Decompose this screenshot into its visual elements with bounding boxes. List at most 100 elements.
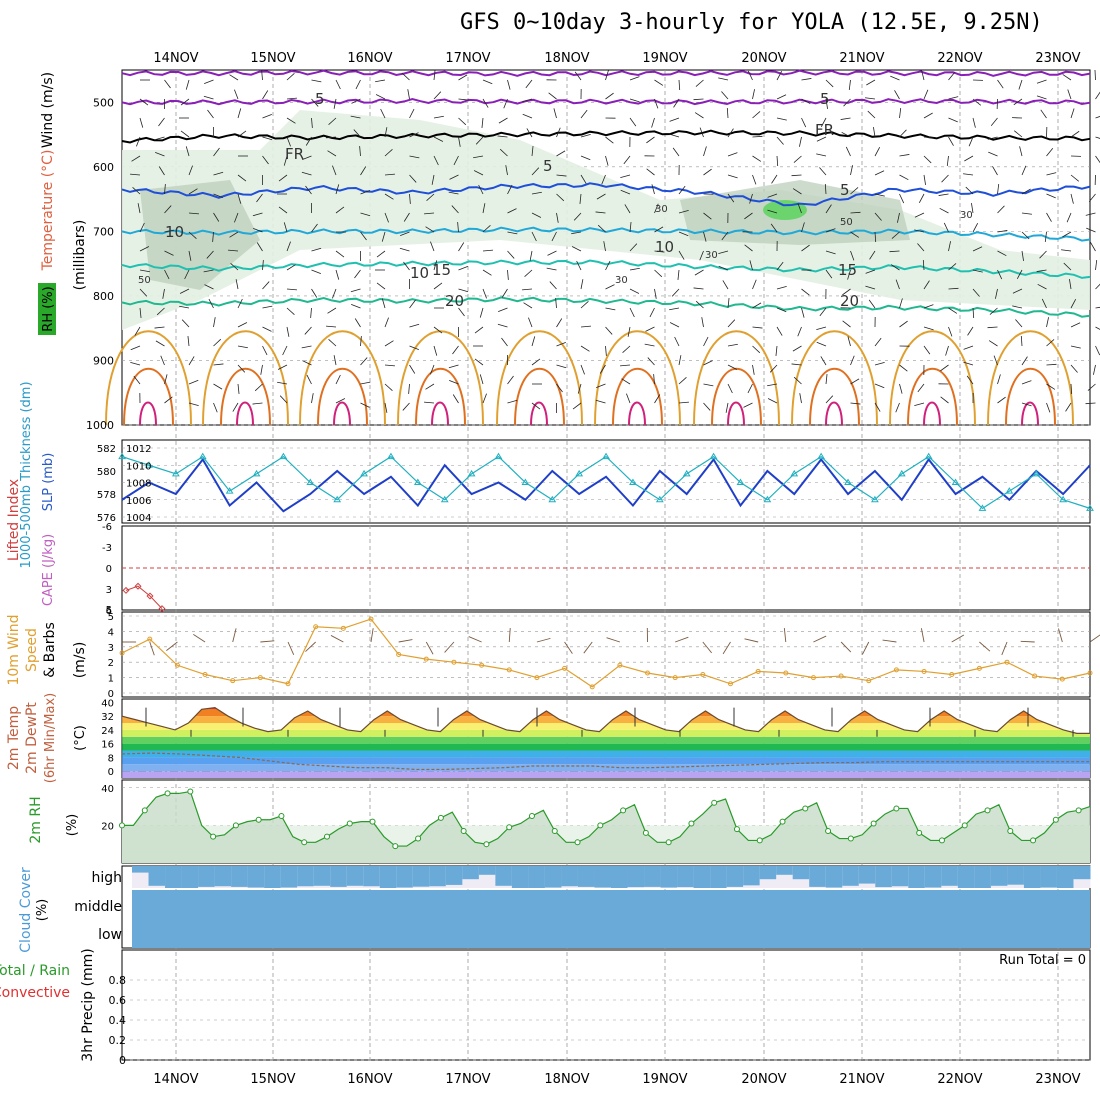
wind-barb — [620, 174, 631, 178]
date-label-top: 20NOV — [741, 51, 786, 66]
wind-barb — [154, 326, 165, 329]
wind-barb — [874, 146, 881, 157]
wind-barb-10m — [166, 641, 178, 651]
date-label-top: 18NOV — [544, 51, 589, 66]
wind-barb — [556, 364, 567, 369]
wind-barb — [261, 70, 263, 81]
wind-barb — [948, 241, 951, 252]
wind-barb — [580, 345, 590, 352]
wind-speed-marker — [755, 668, 761, 674]
contour-label: 5 — [543, 157, 553, 175]
wind-barb — [360, 166, 367, 176]
wind-speed-marker — [976, 665, 982, 671]
contour-label: 5 — [840, 181, 850, 199]
cape-axis-label: CAPE (J/kg) — [41, 534, 56, 606]
isotherm-35 — [139, 401, 157, 426]
wind-barb — [792, 345, 802, 352]
wind-barb — [1037, 283, 1047, 290]
cloud-high-bar — [1023, 866, 1041, 888]
wind-barb — [130, 362, 141, 366]
wind-barb — [850, 165, 853, 176]
labels-layer: 14NOV 14NOV 15NOV 15NOV 16NOV 16NOV 17NOV 17NOV… — [0, 51, 1086, 1087]
wind-barb — [963, 345, 974, 350]
wind-barb — [355, 79, 361, 90]
wind-barb — [997, 184, 1000, 195]
wind-barb — [899, 154, 910, 157]
wind-barb — [1095, 116, 1100, 119]
wind-barb — [528, 317, 533, 328]
wind-barb — [188, 250, 192, 261]
wind-barb — [311, 269, 321, 274]
wind-barb — [409, 155, 420, 159]
wind-barb — [627, 326, 631, 337]
cloud-high-bar — [776, 866, 794, 875]
wind-barb — [793, 376, 802, 385]
wind-barb — [891, 231, 900, 239]
wind-barb — [914, 212, 925, 218]
wind-tick-label: 4 — [108, 627, 114, 638]
rh-shading — [140, 180, 260, 290]
cloud-high-bar — [941, 866, 959, 886]
wind-barb-10m — [583, 641, 593, 654]
wind-barb — [400, 231, 410, 236]
wind-barb — [260, 364, 263, 375]
wind-barb — [726, 107, 729, 119]
wind-speed-marker — [1032, 673, 1038, 679]
wind-barb — [1095, 306, 1100, 309]
slp-marker — [978, 504, 987, 511]
wind-barb — [938, 193, 949, 196]
wind-barb — [262, 305, 273, 309]
wind-barb — [188, 231, 197, 239]
cloud-high-bar — [611, 866, 629, 888]
wind-barb — [1021, 165, 1027, 176]
wind-barb-10m — [744, 638, 759, 643]
wind-barb — [673, 98, 680, 108]
temp-band — [122, 716, 1091, 724]
wind-barb — [234, 89, 239, 100]
wind-barb — [847, 269, 851, 280]
wind-barb — [1070, 108, 1075, 119]
contour-label: 15 — [432, 261, 451, 279]
lifted-tick-label: -6 — [102, 522, 112, 533]
wind-barb — [302, 155, 312, 160]
wind-barb — [213, 317, 216, 328]
wind-barb — [286, 117, 296, 124]
wind-barb — [972, 269, 983, 273]
wind-barb — [185, 146, 190, 157]
wind-barb — [605, 307, 616, 311]
wind-barb — [164, 250, 174, 256]
slp-marker — [413, 478, 422, 485]
wind-barb — [1094, 69, 1096, 81]
wind-barb — [1069, 279, 1072, 290]
wind-barb — [923, 155, 932, 164]
wind-barb — [531, 167, 540, 176]
wind-barb — [1021, 188, 1031, 195]
wind-barb-10m — [232, 628, 237, 643]
cloud-high-bar — [743, 866, 761, 886]
wind-barb — [695, 300, 704, 309]
wind-barb — [703, 231, 707, 242]
wind-barb — [351, 304, 361, 309]
slp-marker — [494, 452, 503, 460]
slp-marker — [306, 478, 315, 485]
wind-barb — [946, 155, 949, 166]
cloud-high-bar — [1073, 866, 1091, 880]
wind-barb — [482, 393, 487, 404]
wind-barb — [678, 210, 689, 214]
wind-barb — [335, 250, 345, 258]
isotherm-30 — [612, 367, 663, 426]
wind10-axis-label-2: Speed — [24, 628, 40, 672]
cloud-high-bar — [1007, 866, 1025, 885]
wind-barb — [1095, 155, 1100, 164]
thickness-line — [121, 457, 1091, 513]
wind-barb — [923, 136, 934, 139]
date-label-bottom: 19NOV — [642, 1072, 687, 1087]
wind-barb — [556, 383, 563, 393]
slp-axis-label: SLP (mb) — [41, 453, 56, 512]
precip-legend-convective: Convective — [0, 985, 70, 1001]
wind-barb — [531, 336, 536, 347]
slp-marker — [871, 495, 879, 503]
wind-barb — [677, 269, 680, 280]
wind-barb — [553, 108, 557, 119]
isotherm-30 — [711, 367, 762, 426]
